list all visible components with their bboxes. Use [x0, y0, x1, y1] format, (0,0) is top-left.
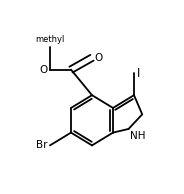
Text: O: O	[95, 53, 103, 63]
Text: Br: Br	[36, 140, 47, 150]
Text: I: I	[137, 67, 140, 80]
Text: O: O	[39, 65, 47, 75]
Text: methyl: methyl	[35, 35, 65, 44]
Text: NH: NH	[130, 131, 146, 141]
